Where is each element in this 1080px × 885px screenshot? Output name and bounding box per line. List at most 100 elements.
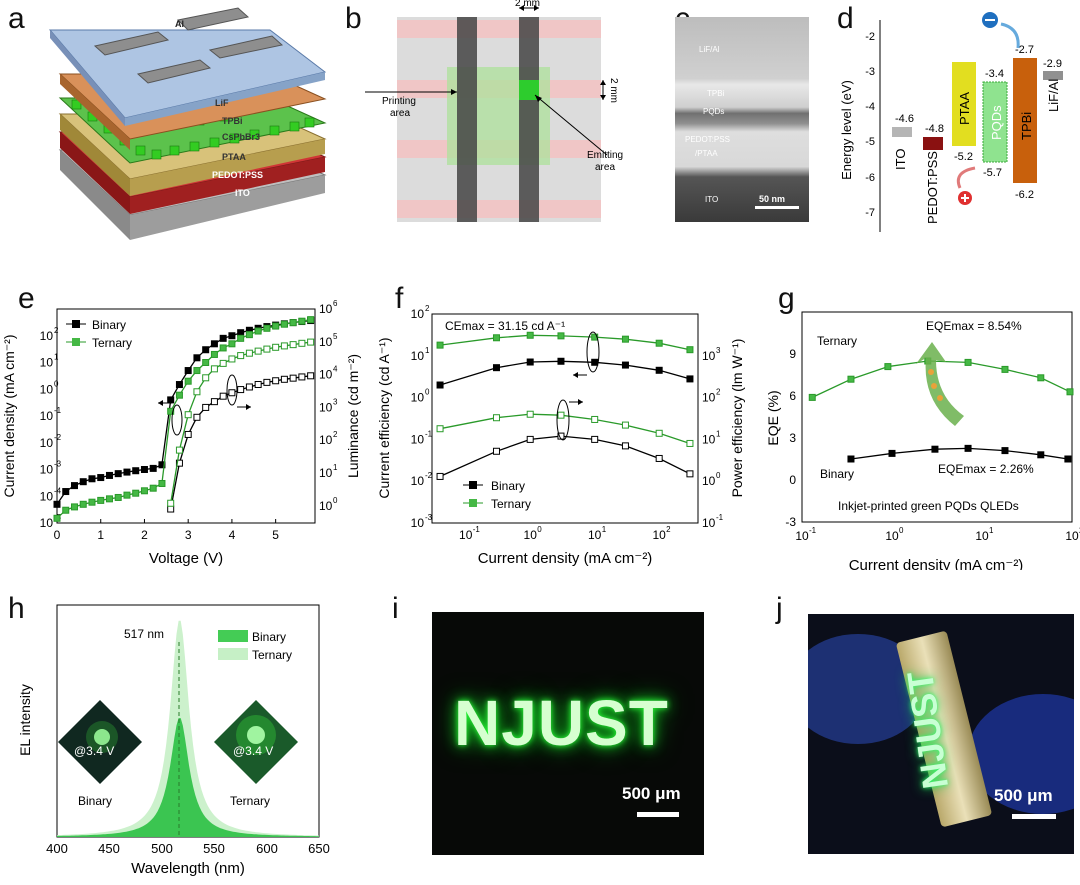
- f-ylabel-right: Power efficiency (lm W⁻¹): [729, 339, 745, 498]
- g-ternary-point: [1001, 365, 1009, 373]
- g-binary-point: [888, 449, 896, 457]
- xtick: 10: [524, 528, 538, 542]
- ytick-exp: 5: [333, 332, 338, 341]
- xtick: 0: [54, 528, 61, 542]
- svg-text:@3.4 V: @3.4 V: [233, 744, 273, 758]
- ito-level: [892, 127, 912, 137]
- e-ternary-left-point: [105, 495, 113, 503]
- ytick-exp: 3: [716, 346, 721, 355]
- tem-layer-pqds: PQDs: [703, 107, 724, 116]
- pqds-bar: [982, 81, 1008, 163]
- e-binary-right-point: [289, 374, 297, 382]
- e-binary-right-point: [175, 459, 183, 467]
- e-binary-right-point: [272, 377, 280, 385]
- ytick-right: 10: [702, 349, 716, 363]
- f-legend-binary: Binary: [491, 479, 525, 493]
- tem-cross-section: LiF/Al TPBi PQDs PEDOT:PSS /PTAA ITO 50 …: [675, 17, 809, 222]
- f-binary-ce-point: [526, 358, 534, 366]
- e-ternary-right-point: [307, 338, 315, 346]
- ytick: -6: [865, 172, 875, 184]
- e-binary-left-point: [114, 470, 122, 478]
- f-legend-ternary: Ternary: [491, 497, 531, 511]
- f-binary-ce-point: [686, 375, 694, 383]
- e-binary-right-point: [219, 392, 227, 400]
- panel-label-b: b: [345, 2, 362, 35]
- ytick-right: 10: [702, 474, 716, 488]
- f-binary-ce-point: [436, 381, 444, 389]
- scale-bar-j: [1012, 814, 1056, 819]
- tpbi-name: TPBi: [1019, 112, 1034, 140]
- ytick: -2: [865, 31, 875, 43]
- e-ternary-left-point: [70, 503, 78, 511]
- f-ternary-ce-point: [591, 333, 599, 341]
- e-ternary-right-point: [280, 342, 288, 350]
- e-ternary-right-point: [228, 355, 236, 363]
- xtick: 600: [256, 841, 278, 856]
- ytick-left: 10: [40, 516, 54, 530]
- lif-name: LiF/Al: [1046, 79, 1061, 112]
- e-ternary-left-point: [210, 350, 218, 358]
- inset-ternary: @3.4 V Ternary: [214, 700, 298, 808]
- layer-label-ito: ITO: [235, 188, 250, 198]
- g-ternary-point: [964, 358, 972, 366]
- e-binary-right-point: [263, 378, 271, 386]
- pedot-value: -4.8: [925, 123, 944, 135]
- g-label-ternary: Ternary: [817, 334, 857, 348]
- pqds-top: -3.4: [985, 68, 1004, 80]
- e-binary-right-point: [298, 373, 306, 381]
- e-ternary-left-point: [245, 331, 253, 339]
- e-binary-left-point: [62, 488, 70, 496]
- xtick: 10: [975, 529, 989, 543]
- g-ternary-point: [847, 375, 855, 383]
- xtick: 4: [229, 528, 236, 542]
- xtick: 10: [795, 529, 809, 543]
- ytick-left: 10: [40, 463, 54, 477]
- layer-label-cspbbr3: CsPbBr3: [222, 132, 260, 142]
- xtick: 400: [46, 841, 68, 856]
- e-ternary-right-point: [210, 365, 218, 373]
- f-binary-ce-point: [655, 366, 663, 374]
- panel-a: a: [0, 0, 345, 260]
- inset-ternary-label: Ternary: [230, 794, 270, 808]
- e-ternary-left-point: [114, 493, 122, 501]
- e-binary-right-point: [280, 375, 288, 383]
- e-ternary-left-point: [175, 391, 183, 399]
- g-ternary-point: [884, 363, 892, 371]
- xtick-exp: 1: [602, 525, 607, 534]
- layer-label-al: Al: [175, 19, 184, 29]
- xtick: 3: [185, 528, 192, 542]
- device-stack-diagram: Al LiF TPBi CsPbBr3 PTAA PEDOT:PSS ITO: [48, 7, 327, 240]
- e-ternary-left-point: [263, 324, 271, 332]
- pedot-name: PEDOT:PSS: [925, 151, 940, 224]
- e-ternary-left-point: [184, 377, 192, 385]
- tpbi-top: -2.7: [1015, 44, 1034, 56]
- chart-e: Current density (mA cm⁻²) Luminance (cd …: [1, 299, 361, 567]
- f-ternary-ce-point: [492, 334, 500, 342]
- f-binary-pe-point: [686, 470, 694, 478]
- e-ternary-left-point: [237, 334, 245, 342]
- ytick: -7: [865, 207, 875, 219]
- e-binary-left-point: [53, 500, 61, 508]
- f-ternary-ce-point: [686, 346, 694, 354]
- tem-scale-bar: [755, 206, 799, 209]
- e-ternary-left-point: [307, 316, 315, 324]
- e-binary-left-point: [149, 464, 157, 472]
- e-ternary-right-point: [245, 349, 253, 357]
- f-ternary-pe-point: [655, 429, 663, 437]
- e-ternary-right-point: [184, 411, 192, 419]
- e-ternary-left-point: [88, 498, 96, 506]
- legend-marker-ternary: [469, 499, 477, 507]
- ytick-exp: -2: [54, 433, 62, 442]
- tem-layer-tpbi: TPBi: [707, 89, 725, 98]
- e-ternary-right-point: [193, 388, 201, 396]
- ytick-exp: -1: [425, 429, 433, 438]
- f-ternary-pe-point: [591, 415, 599, 423]
- tpbi-bar: [1013, 58, 1037, 183]
- f-binary-pe-point: [526, 435, 534, 443]
- tem-layer-ptaa: /PTAA: [695, 149, 718, 158]
- ytick-right: 10: [319, 499, 333, 513]
- energy-level-diagram: -2 -3 -4 -5 -6 -7 Energy level (eV) -4.6…: [839, 12, 1063, 232]
- e-binary-right-point: [202, 403, 210, 411]
- e-ternary-left-point: [140, 487, 148, 495]
- xtick-exp: 1: [989, 526, 994, 535]
